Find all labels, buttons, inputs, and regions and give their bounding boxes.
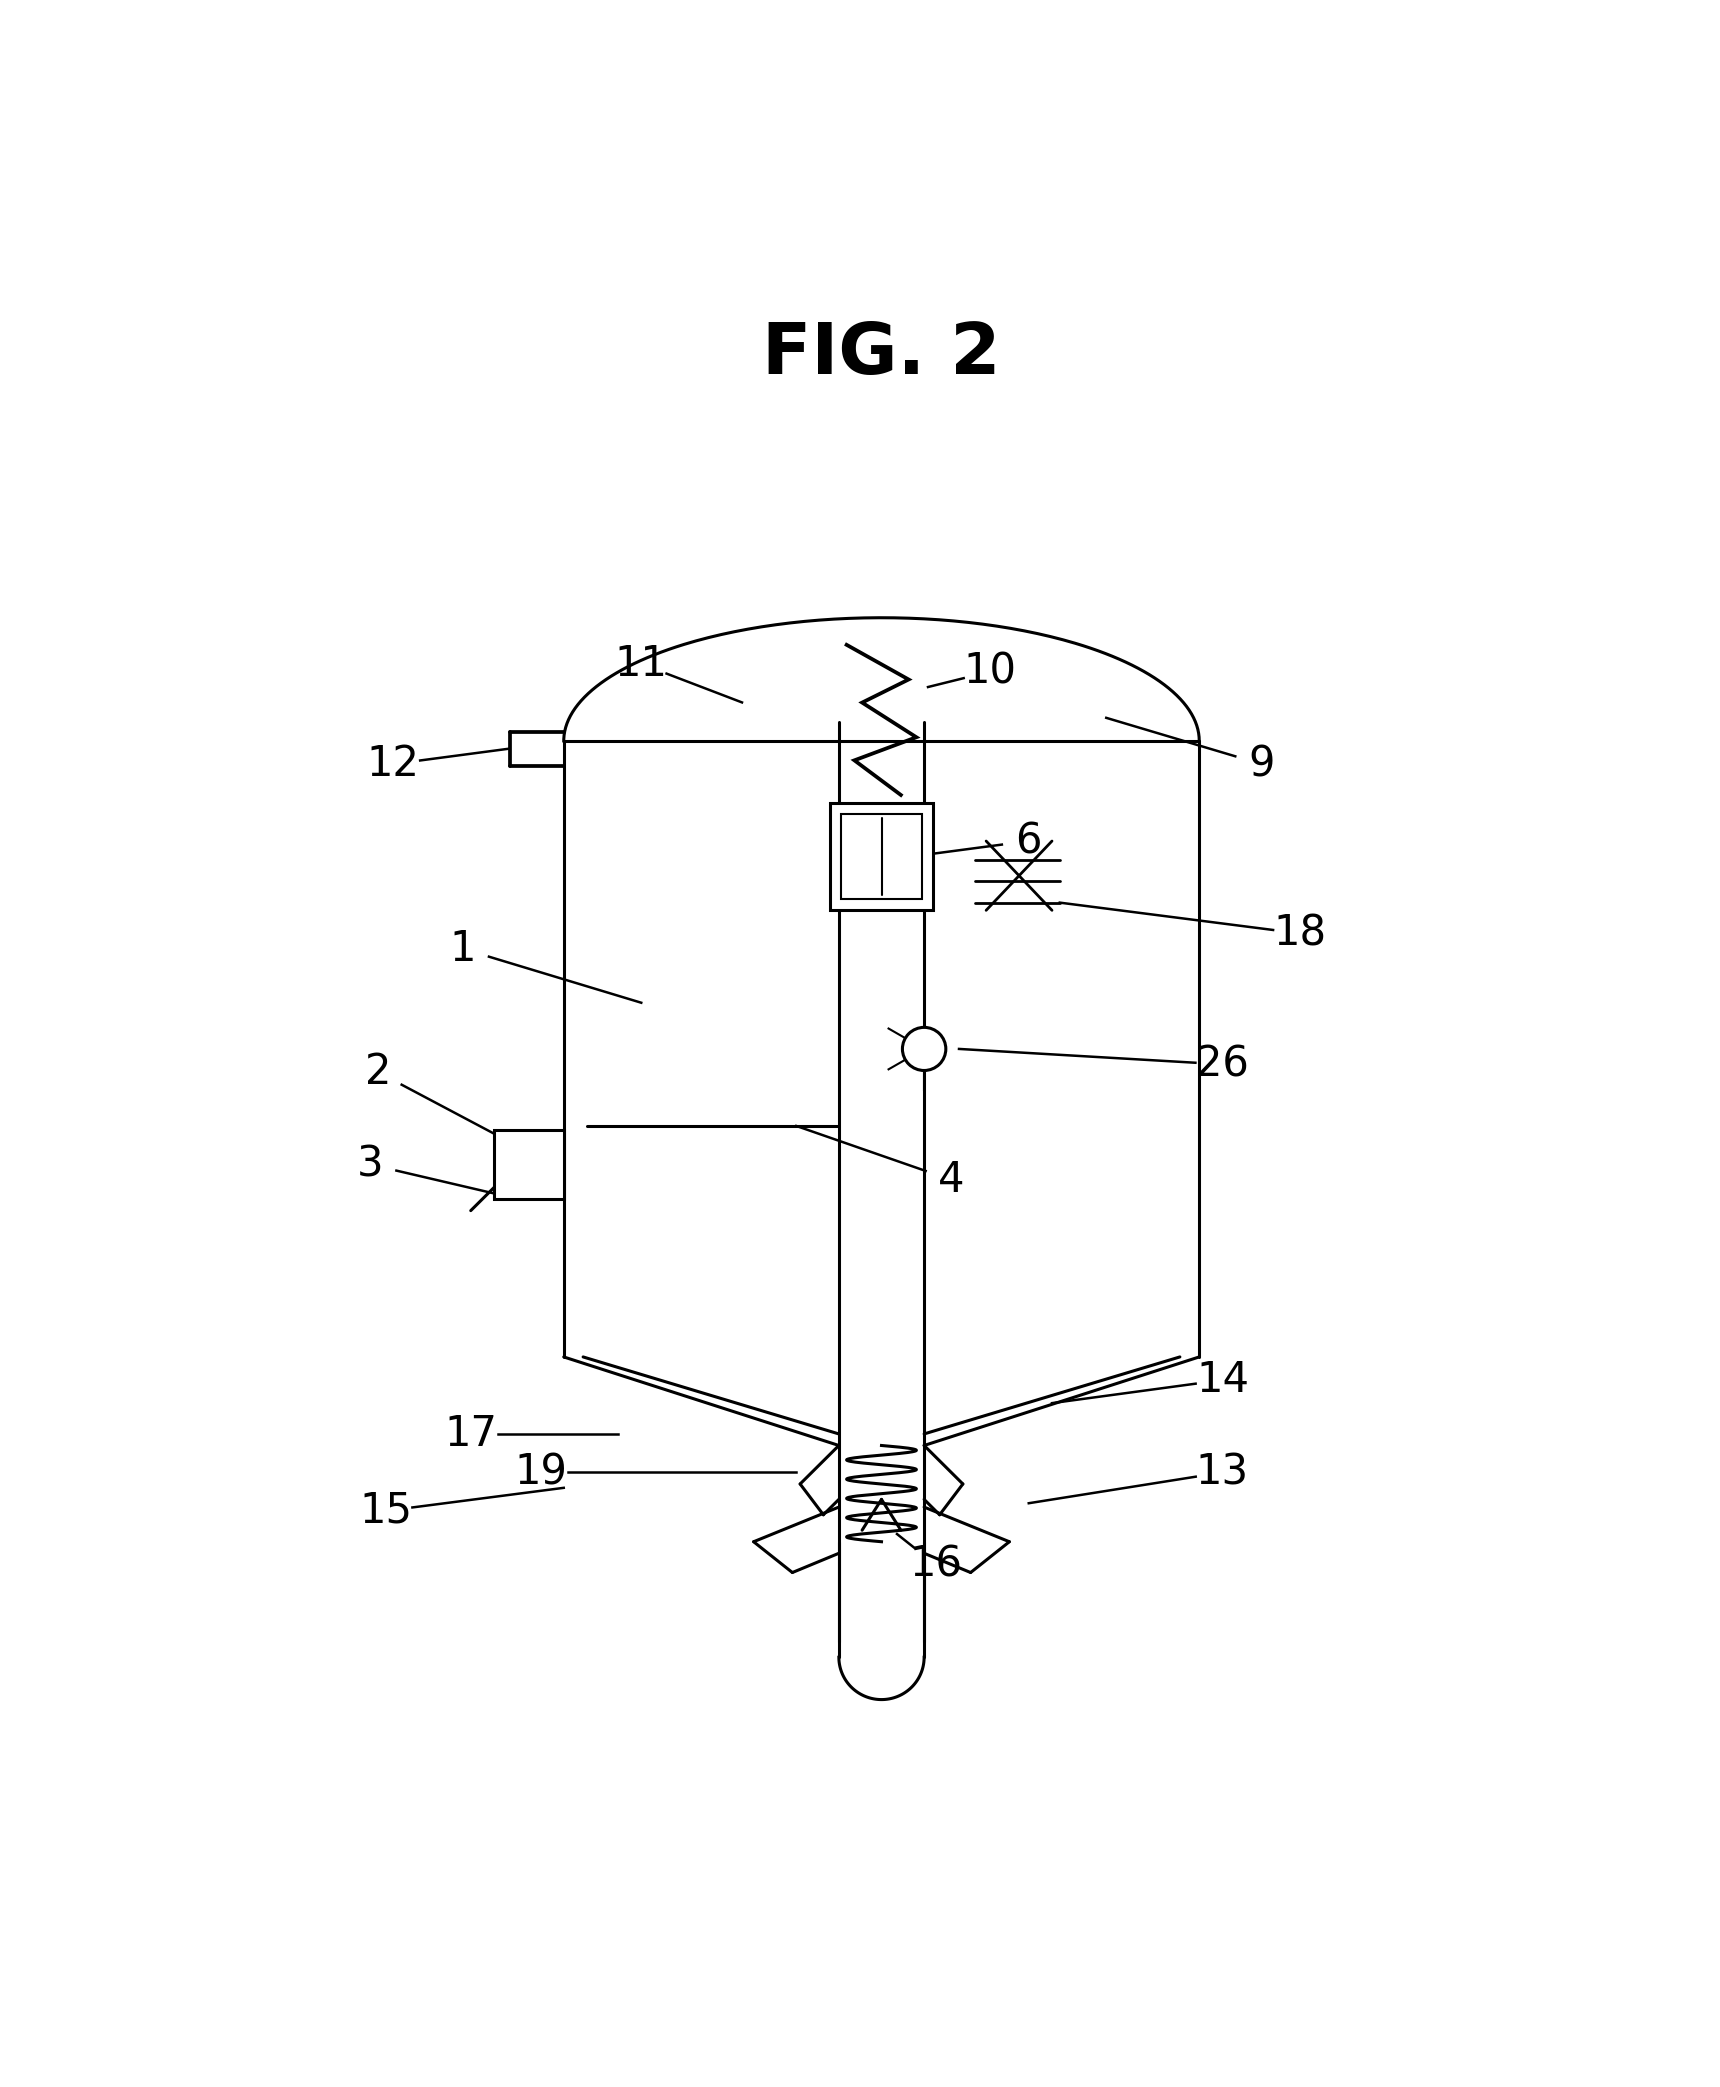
Text: 10: 10 bbox=[963, 651, 1017, 693]
Text: 17: 17 bbox=[444, 1413, 497, 1455]
Text: 4: 4 bbox=[937, 1158, 965, 1200]
Bar bbox=[841, 814, 922, 899]
Text: FIG. 2: FIG. 2 bbox=[762, 319, 1001, 388]
Text: 12: 12 bbox=[366, 743, 420, 785]
Text: 6: 6 bbox=[1015, 820, 1042, 862]
Text: 19: 19 bbox=[514, 1450, 568, 1494]
Polygon shape bbox=[839, 1657, 924, 1699]
Text: 16: 16 bbox=[910, 1544, 961, 1586]
Bar bbox=[494, 1129, 564, 1200]
Bar bbox=[829, 803, 934, 910]
Polygon shape bbox=[839, 722, 924, 1642]
Text: 11: 11 bbox=[614, 643, 667, 685]
Text: 13: 13 bbox=[1195, 1450, 1249, 1494]
Text: 2: 2 bbox=[365, 1052, 390, 1094]
Circle shape bbox=[903, 1027, 946, 1071]
Polygon shape bbox=[564, 618, 1199, 741]
Text: 18: 18 bbox=[1273, 912, 1326, 954]
Text: 26: 26 bbox=[1195, 1044, 1249, 1085]
Text: 15: 15 bbox=[359, 1490, 413, 1532]
Text: 14: 14 bbox=[1195, 1359, 1249, 1400]
Text: 1: 1 bbox=[449, 929, 476, 970]
Text: 3: 3 bbox=[356, 1144, 384, 1185]
Text: 9: 9 bbox=[1249, 743, 1275, 785]
